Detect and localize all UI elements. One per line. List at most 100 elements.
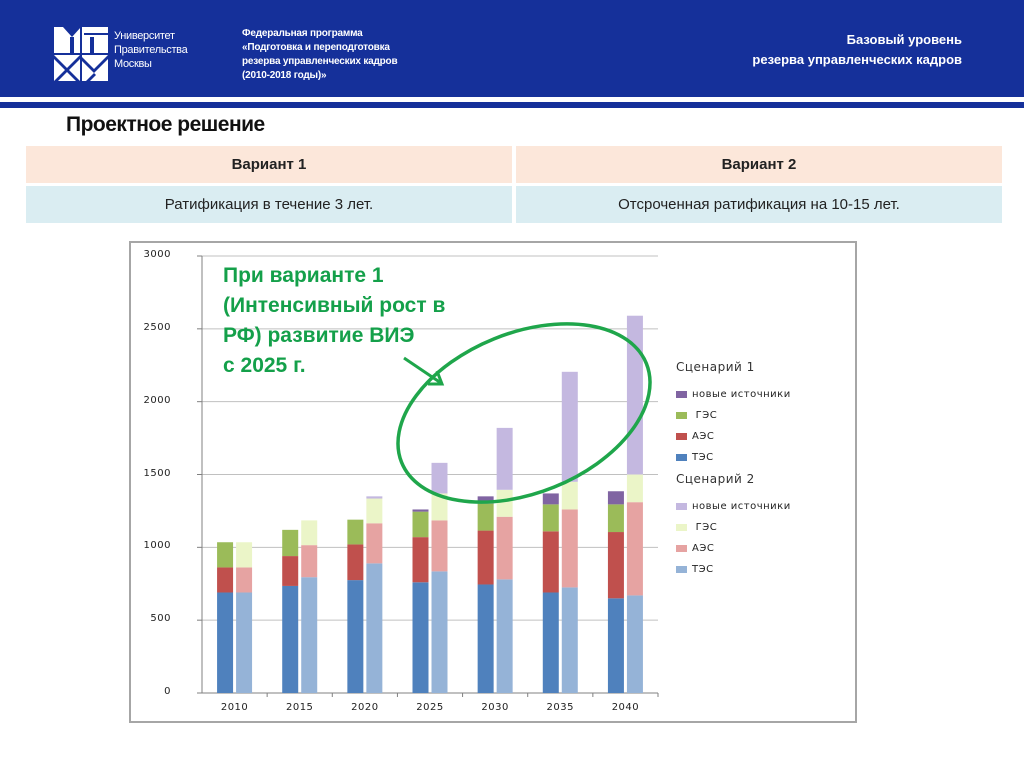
program-line: резерва управленческих кадров (242, 56, 398, 67)
bar-segment (542, 504, 559, 532)
x-tick-label: 2030 (481, 702, 509, 713)
bar-segment (217, 567, 234, 593)
arrow-icon (403, 356, 442, 385)
bar-segment (217, 542, 234, 568)
y-tick-label: 1000 (143, 540, 171, 552)
bar-segment (236, 592, 253, 693)
x-tick-label: 2015 (285, 702, 314, 713)
legend-group: Сценарий 2 новые источники ГЭС АЭС ТЭС (676, 472, 846, 580)
legend-group: Сценарий 1 новые источники ГЭС АЭС ТЭС (676, 360, 846, 468)
y-tick-label: 2000 (143, 394, 171, 406)
legend-title: Сценарий 1 (676, 360, 755, 374)
university-name-line: Москвы (114, 58, 152, 70)
legend-swatch-icon (676, 524, 687, 531)
legend-label: ТЭС (692, 452, 714, 463)
bar-segment (496, 579, 513, 693)
annotation-line: с 2025 г. (223, 354, 306, 377)
legend-item: новые источники (676, 384, 846, 405)
table-row: Ратификация в течение 3 лет. Отсроченная… (26, 186, 1002, 223)
legend-swatch-icon (676, 503, 687, 510)
bar-segment (626, 595, 643, 693)
bar-segment (431, 520, 448, 572)
header-divider (0, 102, 1024, 108)
bar-segment (412, 582, 429, 693)
y-tick-label: 0 (164, 686, 171, 697)
chart-legend: Сценарий 1 новые источники ГЭС АЭС ТЭС Сцена… (676, 360, 846, 580)
bar-segment (217, 592, 234, 693)
bar-segment (282, 585, 299, 693)
x-tick-label: 2035 (546, 702, 574, 713)
bar-segment (412, 537, 429, 583)
bar-segment (282, 529, 299, 557)
bar-segment (301, 577, 318, 693)
x-tick-label: 2010 (220, 702, 249, 713)
bar-segment (412, 509, 429, 512)
option-1-header: Вариант 1 (26, 146, 512, 183)
legend-label: новые источники (692, 501, 791, 512)
legend-item: ТЭС (676, 559, 846, 580)
stacked-bar-chart (197, 255, 659, 697)
bar-segment (561, 481, 578, 510)
bar-segment (496, 516, 513, 580)
bar-segment (561, 371, 578, 482)
bar-segment (477, 530, 494, 585)
legend-label: ГЭС (692, 522, 718, 533)
bar-segment (626, 502, 643, 596)
bar-segment (542, 493, 559, 505)
legend-item: новые источники (676, 496, 846, 517)
bar-segment (607, 504, 624, 533)
legend-swatch-icon (676, 545, 687, 552)
legend-label: ТЭС (692, 564, 714, 575)
legend-item: АЭС (676, 538, 846, 559)
bar-segment (236, 567, 253, 593)
program-line: «Подготовка и переподготовка (242, 42, 390, 53)
y-tick-label: 3000 (143, 249, 171, 260)
bar-segment (561, 587, 578, 693)
legend-swatch-icon (676, 391, 687, 398)
bar-segment (301, 520, 318, 546)
annotation-line: РФ) развитие ВИЭ (223, 324, 415, 347)
bar-segment (431, 462, 448, 494)
table-header-row: Вариант 1 Вариант 2 (26, 146, 1002, 183)
legend-swatch-icon (676, 433, 687, 440)
legend-item: ГЭС (676, 405, 846, 426)
bar-segment (607, 532, 624, 599)
bar-segment (366, 498, 383, 524)
option-2-description: Отсроченная ратификация на 10-15 лет. (516, 186, 1002, 223)
option-1-description: Ратификация в течение 3 лет. (26, 186, 512, 223)
highlight-ellipse (396, 322, 652, 504)
university-name-line: Университет (114, 30, 175, 42)
legend-title: Сценарий 2 (676, 472, 755, 486)
legend-label: АЭС (692, 543, 715, 554)
bar-segment (366, 523, 383, 564)
level-line: Базовый уровень (846, 32, 962, 47)
header-divider (0, 97, 1024, 102)
annotation-line: При варианте 1 (223, 264, 384, 287)
bar-segment (347, 580, 364, 693)
bar-segment (282, 556, 299, 586)
bar-segment (477, 496, 494, 504)
bar-segment (431, 571, 448, 693)
bar-segment (626, 315, 643, 475)
level-title: Базовый уровень резерва управленческих к… (752, 30, 962, 70)
option-2-header: Вариант 2 (516, 146, 1002, 183)
legend-item: ТЭС (676, 447, 846, 468)
bar-segment (412, 511, 429, 538)
bar-segment (366, 563, 383, 693)
bar-segment (347, 519, 364, 545)
bar-segment (561, 509, 578, 588)
y-tick-label: 2500 (143, 321, 171, 333)
legend-label: новые источники (692, 389, 791, 400)
bar-segment (626, 474, 643, 503)
legend-item: ГЭС (676, 517, 846, 538)
x-tick-label: 2025 (416, 702, 444, 713)
bar-segment (366, 496, 383, 499)
legend-swatch-icon (676, 412, 687, 419)
bar-segment (477, 503, 494, 531)
legend-item: АЭС (676, 426, 846, 447)
bar-segment (607, 598, 624, 693)
header-banner: Университет Правительства Москвы Федерал… (0, 0, 1024, 97)
university-logo-icon (54, 27, 108, 81)
x-tick-label: 2040 (611, 702, 640, 713)
program-title: Федеральная программа «Подготовка и пере… (242, 27, 398, 83)
